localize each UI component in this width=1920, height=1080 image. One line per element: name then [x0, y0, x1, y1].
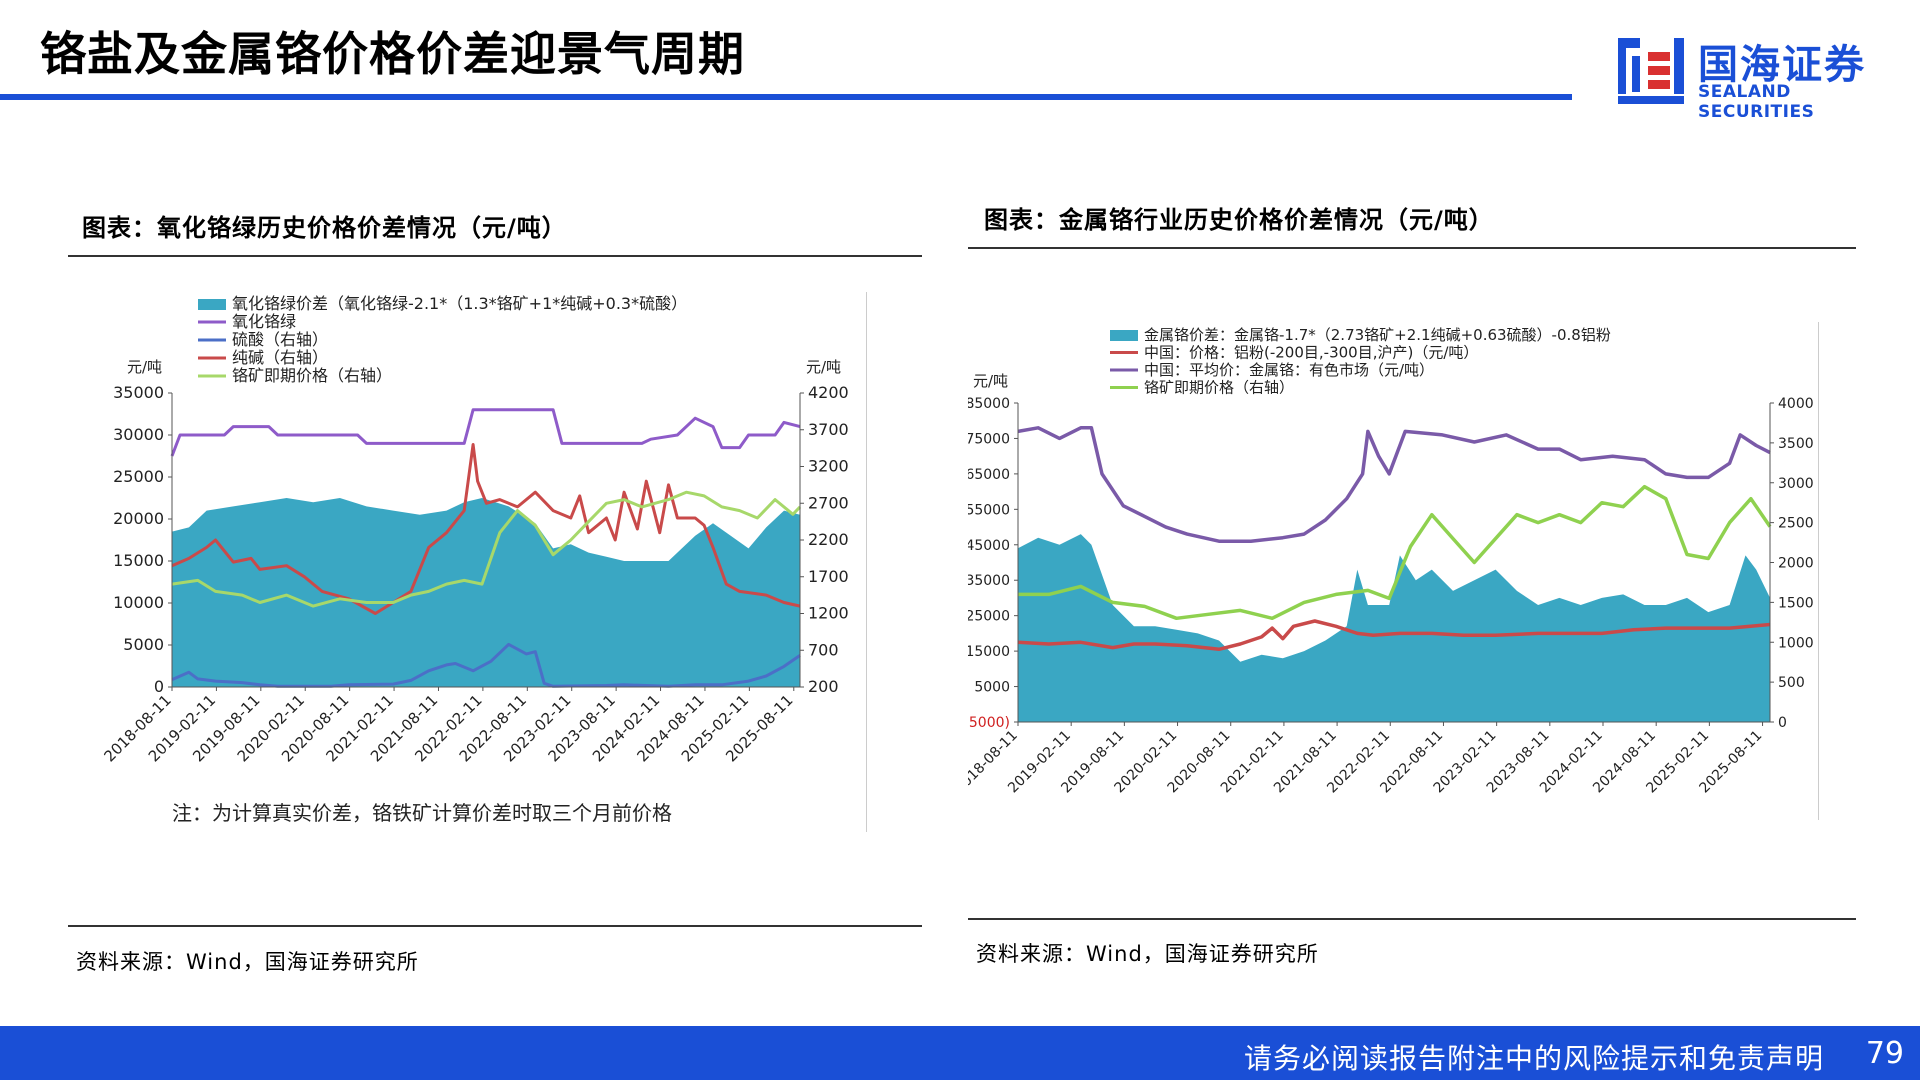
- left-tick-label: 0: [154, 677, 164, 696]
- series-line: [1017, 426, 1771, 543]
- legend-swatch: [1110, 330, 1138, 341]
- legend-label: 金属铬价差：金属铬-1.7*（2.73铬矿+2.1纯碱+0.63硫酸）-0.8铝…: [1144, 326, 1611, 344]
- left-tick-label: 20000: [113, 509, 164, 528]
- left-chart-title: 图表：氧化铬绿历史价格价差情况（元/吨）: [82, 214, 567, 242]
- right-title-rule: [968, 247, 1856, 249]
- legend-label: 中国：价格：铝粉(-200目,-300目,沪产)（元/吨）: [1144, 344, 1478, 362]
- left-tick-label: (5000): [968, 715, 1010, 731]
- legend-label: 铬矿即期价格（右轴）: [1144, 379, 1294, 397]
- left-tick-label: 10000: [113, 593, 164, 612]
- left-tick-label: 30000: [113, 425, 164, 444]
- title-underline: [0, 94, 1572, 100]
- right-tick-label: 4000: [1778, 396, 1814, 412]
- left-tick-label: 25000: [113, 467, 164, 486]
- left-title-rule: [68, 255, 922, 257]
- right-source: 资料来源：Wind，国海证券研究所: [976, 942, 1319, 966]
- legend-label: 氧化铬绿: [232, 312, 296, 331]
- legend-label: 硫酸（右轴）: [232, 330, 328, 349]
- right-tick-label: 3500: [1778, 436, 1814, 452]
- brand-name-en: SEALAND SECURITIES: [1698, 82, 1815, 122]
- series-line: [171, 490, 802, 608]
- right-chart-title: 图表：金属铬行业历史价格价差情况（元/吨）: [984, 206, 1494, 234]
- left-tick-label: 45000: [968, 538, 1010, 554]
- left-tick-label: 55000: [968, 502, 1010, 518]
- brand-mark-icon: [1618, 38, 1684, 104]
- right-tick-label: 2700: [808, 493, 849, 512]
- left-source: 资料来源：Wind，国海证券研究所: [76, 950, 419, 974]
- series-area: [1018, 534, 1770, 722]
- left-tick-label: 75000: [968, 431, 1010, 447]
- right-tick-label: 1000: [1778, 635, 1814, 651]
- left-axis-unit: 元/吨: [127, 358, 162, 376]
- left-tick-label: 35000: [113, 383, 164, 402]
- left-chart: 氧化铬绿价差（氧化铬绿-2.1*（1.3*铬矿+1*纯碱+0.3*硫酸）氧化铬绿…: [100, 294, 849, 825]
- legend-label: 铬矿即期价格（右轴）: [232, 366, 392, 385]
- right-tick-label: 2000: [1778, 556, 1814, 572]
- right-tick-label: 1500: [1778, 595, 1814, 611]
- footer-bar: 请务必阅读报告附注中的风险提示和免责声明 79: [0, 1026, 1920, 1080]
- right-chart: 金属铬价差：金属铬-1.7*（2.73铬矿+2.1纯碱+0.63硫酸）-0.8铝…: [968, 326, 1814, 796]
- left-tick-label: 5000: [974, 680, 1010, 696]
- chart-note: 注：为计算真实价差，铬铁矿计算价差时取三个月前价格: [172, 801, 672, 825]
- right-axis-unit: 元/吨: [806, 358, 841, 376]
- series-line: [171, 642, 801, 688]
- right-tick-label: 500: [1778, 675, 1805, 691]
- right-tick-label: 700: [808, 640, 839, 659]
- footer-disclaimer: 请务必阅读报告附注中的风险提示和免责声明: [1243, 1042, 1824, 1075]
- legend-label: 纯碱（右轴）: [232, 348, 328, 367]
- series-line: [1017, 619, 1771, 652]
- right-tick-label: 4200: [808, 383, 849, 402]
- series-line: [171, 443, 801, 615]
- page-title: 铬盐及金属铬价格价差迎景气周期: [40, 27, 745, 81]
- brand-logo: 国海证券 SEALAND SECURITIES: [1612, 30, 1882, 122]
- right-tick-label: 3700: [808, 420, 849, 439]
- left-tick-label: 5000: [123, 635, 164, 654]
- right-tick-label: 2200: [808, 530, 849, 549]
- right-tick-label: 1700: [808, 567, 849, 586]
- right-chart-frame: [1818, 322, 1819, 820]
- left-axis-unit: 元/吨: [973, 372, 1008, 390]
- left-tick-label: 25000: [968, 609, 1010, 625]
- left-tick-label: 85000: [968, 396, 1010, 412]
- series-line: [1018, 484, 1772, 621]
- right-tick-label: 3200: [808, 457, 849, 476]
- left-chart-frame: [866, 292, 867, 832]
- series-area: [172, 498, 800, 687]
- brand-name-cn: 国海证券: [1698, 42, 1866, 88]
- right-tick-label: 200: [808, 677, 839, 696]
- left-source-rule: [68, 925, 922, 927]
- legend-label: 氧化铬绿价差（氧化铬绿-2.1*（1.3*铬矿+1*纯碱+0.3*硫酸）: [232, 294, 687, 313]
- left-tick-label: 15000: [113, 551, 164, 570]
- right-tick-label: 3000: [1778, 476, 1814, 492]
- right-tick-label: 2500: [1778, 516, 1814, 532]
- legend-swatch: [198, 299, 226, 310]
- series-line: [170, 408, 801, 457]
- page-number: 79: [1865, 1036, 1904, 1071]
- left-tick-label: 35000: [968, 573, 1010, 589]
- legend-label: 中国：平均价：金属铬：有色市场（元/吨）: [1144, 361, 1434, 379]
- left-tick-label: 65000: [968, 467, 1010, 483]
- right-tick-label: 1200: [808, 604, 849, 623]
- left-tick-label: 15000: [968, 644, 1010, 660]
- right-tick-label: 0: [1778, 715, 1787, 731]
- right-source-rule: [968, 918, 1856, 920]
